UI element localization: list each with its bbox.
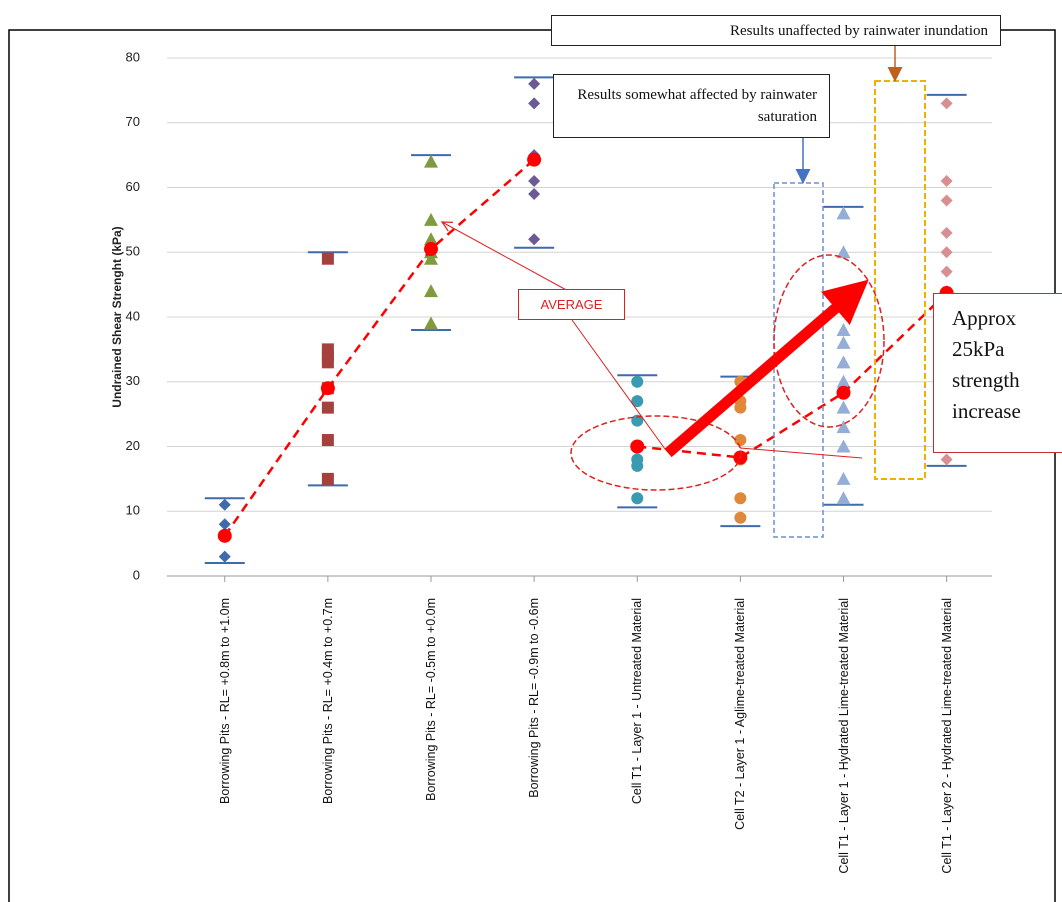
point: [424, 316, 438, 330]
point: [424, 212, 438, 226]
y-tick-label: 70: [126, 114, 140, 129]
y-tick-label: 30: [126, 373, 140, 388]
y-tick-label: 60: [126, 179, 140, 194]
y-tick-label: 50: [126, 244, 140, 259]
point: [321, 252, 334, 265]
y-tick-label: 0: [133, 567, 140, 582]
point: [631, 375, 644, 388]
note-average: AVERAGE: [518, 289, 625, 320]
average-point: [424, 242, 438, 257]
x-tick-label: Cell T1 - Layer 2 - Hydrated Lime-treate…: [939, 598, 954, 874]
x-tick-label: Borrowing Pits - RL= -0.9m to -0.6m: [526, 598, 541, 798]
y-tick-label: 20: [126, 438, 140, 453]
point: [940, 226, 953, 239]
y-tick-label: 10: [126, 503, 140, 518]
y-tick-label: 40: [126, 308, 140, 323]
point: [836, 245, 851, 259]
point: [528, 175, 541, 188]
point: [528, 233, 541, 246]
point: [218, 550, 231, 563]
point: [321, 472, 334, 485]
point: [836, 355, 851, 369]
point: [940, 265, 953, 278]
point: [528, 77, 541, 90]
note-increase: Approx 25kPa strength increase: [933, 293, 1062, 453]
point: [424, 154, 438, 168]
point: [734, 401, 747, 414]
point: [940, 175, 953, 188]
point: [734, 511, 747, 524]
point: [424, 232, 438, 246]
average-line: [637, 292, 948, 459]
dashed-box: [874, 80, 926, 480]
point: [734, 434, 747, 447]
point: [631, 459, 644, 472]
point: [528, 97, 541, 110]
y-tick-label: 80: [126, 49, 140, 64]
average-point: [320, 381, 335, 396]
point: [940, 453, 953, 466]
x-tick-label: Cell T2 - Layer 1 - Aglime-treated Mater…: [732, 598, 747, 830]
point: [631, 414, 644, 427]
point: [836, 374, 851, 388]
point: [424, 251, 438, 265]
ellipse: [570, 415, 742, 491]
x-tick-label: Cell T1 - Layer 1 - Hydrated Lime-treate…: [836, 598, 850, 874]
average-point: [527, 152, 542, 167]
point: [734, 492, 747, 505]
point: [836, 400, 851, 414]
x-tick-label: Borrowing Pits - RL= -0.5m to +0.0m: [423, 598, 438, 801]
point: [218, 498, 231, 511]
x-tick-label: Cell T1 - Layer 1 - Untreated Material: [629, 598, 644, 805]
point: [321, 434, 334, 447]
pointer: [442, 222, 571, 293]
point: [218, 518, 231, 531]
x-tick-label: Borrowing Pits - RL= +0.8m to +1.0m: [217, 598, 232, 804]
average-line: [223, 158, 535, 537]
point: [836, 439, 851, 453]
point: [836, 206, 851, 220]
big-arrow: [664, 279, 869, 458]
average-point: [217, 528, 232, 543]
point: [836, 335, 851, 349]
point: [940, 97, 953, 110]
point: [940, 194, 953, 207]
point: [631, 492, 644, 505]
pointer: [739, 447, 863, 459]
point: [836, 420, 851, 434]
point: [940, 246, 953, 259]
average-point: [630, 439, 645, 454]
note-inundation: Results unaffected by rainwater inundati…: [551, 15, 1001, 46]
point: [321, 356, 334, 369]
point: [836, 491, 851, 505]
point: [836, 471, 851, 485]
point: [321, 401, 334, 414]
average-point: [836, 385, 851, 400]
y-axis-label: Undrained Shear Strenght (kPa): [110, 226, 124, 407]
note-saturation: Results somewhat affected by rainwater s…: [553, 74, 830, 138]
point: [528, 187, 541, 200]
ellipse: [773, 254, 885, 428]
frame: [8, 29, 1056, 902]
point: [836, 322, 851, 336]
point: [424, 284, 438, 298]
pointer: [571, 319, 666, 450]
x-tick-label: Borrowing Pits - RL= +0.4m to +0.7m: [320, 598, 335, 804]
point: [631, 395, 644, 408]
